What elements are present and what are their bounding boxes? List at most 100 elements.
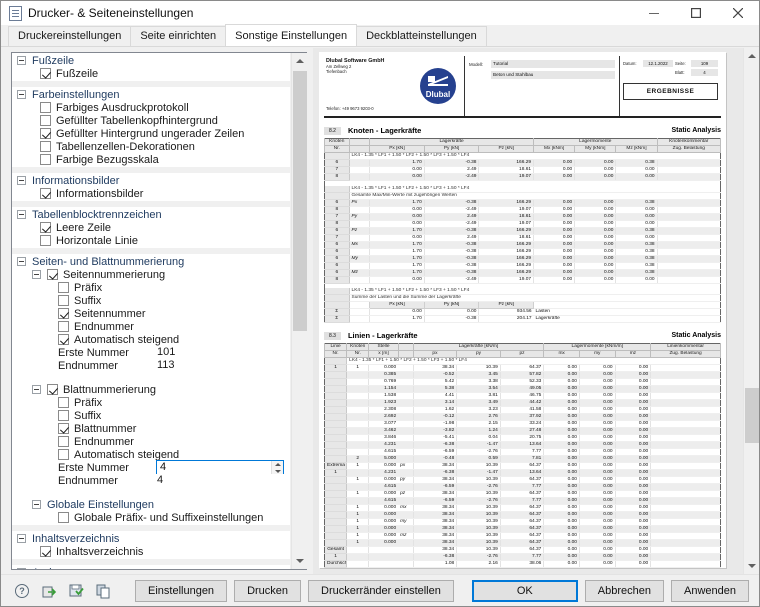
checkbox-blattnummerierung[interactable] (47, 384, 58, 395)
collapse-icon[interactable] (17, 90, 26, 99)
checkbox-farbige-bezugsskala[interactable] (40, 154, 51, 165)
checkbox-gefüllter-tabellenkopfhintergrund[interactable] (40, 115, 51, 126)
report-row (325, 568, 721, 569)
report-row: LK4 - 1.35 * LF1 + 1.50 * LF2 + 1.50 * L… (324, 152, 721, 160)
report-row: 1.538 4.41 3.81 46.75 0.00 0.00 0.00 (324, 392, 721, 400)
sheet-label: Blatt: (675, 70, 685, 75)
knoten-lagerkraefte-table: Knoten Lagerkräfte Lagermomente Knotenkomme… (324, 138, 722, 323)
spin-down-icon[interactable] (272, 467, 283, 474)
checkbox-leere-zeile[interactable] (40, 222, 51, 233)
help-icon[interactable]: ? (11, 580, 33, 602)
checkbox-seitennummer[interactable] (58, 308, 69, 319)
close-button[interactable] (717, 1, 759, 25)
tree-item-erste-nummer: Erste Nummer 4 (12, 460, 290, 475)
checkbox-automatisch-steigend[interactable] (58, 449, 69, 460)
tree-section-inhaltsverzeichnis: Inhaltsverzeichnis Inhaltsverzeichnis (12, 531, 290, 559)
tab-deckblatteinstellungen[interactable]: Deckblatteinstellungen (356, 26, 487, 46)
checkbox-automatisch-steigend[interactable] (58, 334, 69, 345)
scrollbar-thumb[interactable] (293, 71, 307, 331)
maximize-button[interactable] (675, 1, 717, 25)
save-default-icon[interactable] (65, 580, 87, 602)
checkbox-inhaltsverzeichnis[interactable] (40, 546, 51, 557)
report-row: 4.231 -6.38 -1.47 13.64 0.00 0.00 0.00 (324, 441, 721, 449)
endnummer-value[interactable]: 4 (157, 474, 164, 486)
spin-up-icon[interactable] (272, 461, 283, 468)
tree-item-label: Blattnummer (74, 422, 137, 435)
tree-item-label: Globale Präfix- und Suffixeinstellungen (74, 511, 264, 524)
tree-section-informationsbilder: Informationsbilder Informationsbilder (12, 173, 290, 201)
copy-settings-icon[interactable] (92, 580, 114, 602)
scroll-down-icon[interactable] (744, 558, 759, 574)
spin-value[interactable]: 4 (160, 461, 167, 473)
checkbox-globale-präfix-und-suffixeinstellungen[interactable] (58, 512, 69, 523)
collapse-icon[interactable] (17, 210, 26, 219)
collapse-icon[interactable] (17, 257, 26, 266)
tree-item-endnummer: Endnummer 113 (12, 359, 290, 372)
tree-item-label: Präfix (74, 396, 103, 409)
druckerraender-einstellen-button[interactable]: Druckerränder einstellen (308, 579, 454, 602)
checkbox-blattnummer[interactable] (58, 423, 69, 434)
checkbox-präfix[interactable] (58, 397, 69, 408)
checkbox-endnummer[interactable] (58, 436, 69, 447)
settings-scrollbar[interactable] (291, 53, 307, 569)
drucken-button[interactable]: Drucken (234, 579, 302, 602)
checkbox-präfix[interactable] (58, 282, 69, 293)
tree-section-farbeinstellungen: Farbeinstellungen Farbiges Ausdruckprotok… (12, 87, 290, 167)
tree-item-gefüllter-tabellenkopfhintergrund: Gefüllter Tabellenkopfhintergrund (12, 114, 290, 127)
checkbox-endnummer[interactable] (58, 321, 69, 332)
tree-header-label: Seiten- und Blattnummerierung (32, 255, 185, 268)
tree-item-tabellenzellen-dekorationen: Tabellenzellen-Dekorationen (12, 140, 290, 153)
collapse-icon[interactable] (17, 56, 26, 65)
preview-scrollbar[interactable] (743, 48, 759, 574)
report-row: 6 Px 1.70 -0.38 166.29 0.00 0.00 0.38 (324, 199, 721, 207)
collapse-icon[interactable] (17, 176, 26, 185)
checkbox-suffix[interactable] (58, 295, 69, 306)
dialog-body: Fußzeile Fußzeile Farbeinstellungen Farbige… (1, 48, 759, 574)
scroll-up-icon[interactable] (744, 48, 759, 64)
report-row: LK4 - 1.35 * LF1 + 1.50 * LF2 + 1.50 * L… (324, 357, 721, 365)
tab-sonstige-einstellungen[interactable]: Sonstige Einstellungen (225, 24, 358, 46)
erste-nummer-value[interactable]: 101 (157, 346, 176, 358)
checkbox-fußzeile[interactable] (40, 68, 51, 79)
checkbox-informationsbilder[interactable] (40, 188, 51, 199)
tree-item-präfix: Präfix (12, 281, 290, 294)
checkbox-horizontale-linie[interactable] (40, 235, 51, 246)
checkbox-gefüllter-hintergrund-ungerader-zeilen[interactable] (40, 128, 51, 139)
abbrechen-button[interactable]: Abbrechen (584, 579, 664, 602)
checkbox-suffix[interactable] (58, 410, 69, 421)
report-row: 4.615 -6.59 -2.76 7.77 0.00 0.00 0.00 (324, 483, 721, 491)
scroll-up-icon[interactable] (292, 53, 308, 69)
report-row: 3.077 -1.98 2.15 33.24 0.00 0.00 0.00 (324, 420, 721, 428)
tab-druckereinstellungen[interactable]: Druckereinstellungen (8, 26, 132, 46)
minimize-button[interactable] (633, 1, 675, 25)
report-row: Gesamte Max/Min-Werte mit zugehörigen We… (324, 192, 721, 200)
tree-header-label: Inhaltsverzeichnis (32, 532, 120, 545)
tree-header-tabellenblocktrennzeichen: Tabellenblocktrennzeichen (12, 208, 290, 221)
einstellungen-button[interactable]: Einstellungen (135, 579, 228, 602)
anwenden-button[interactable]: Anwenden (671, 579, 749, 602)
tab-seite-einrichten[interactable]: Seite einrichten (130, 26, 227, 46)
collapse-icon[interactable] (17, 568, 26, 569)
tree-item-label: Horizontale Linie (56, 234, 138, 247)
report-row: 1 0.000 my 38.34 10.39 64.37 0.00 0.00 0.00 (324, 518, 721, 526)
tree-item-label: Erste Nummer (58, 346, 129, 359)
apply-settings-icon[interactable] (38, 580, 60, 602)
erste-nummer-spinbox[interactable]: 4 (156, 460, 284, 475)
checkbox-seitennummerierung[interactable] (47, 269, 58, 280)
company-phone: Telefon: +49 9673 9203-0 (326, 106, 374, 111)
ok-button[interactable]: OK (471, 579, 578, 602)
collapse-icon[interactable] (32, 270, 41, 279)
checkbox-tabellenzellen-dekorationen[interactable] (40, 141, 51, 152)
tree-item-leere-zeile: Leere Zeile (12, 221, 290, 234)
scrollbar-thumb[interactable] (745, 388, 759, 443)
checkbox-farbiges-ausdruckprotokoll[interactable] (40, 102, 51, 113)
report-row: 8 0.00 -2.49 19.07 0.00 0.00 0.00 (324, 206, 721, 214)
endnummer-value[interactable]: 113 (157, 359, 175, 371)
collapse-icon[interactable] (32, 500, 41, 509)
tree-item-label: Endnummer (58, 359, 118, 372)
report-row: 8 0.00 -2.49 19.07 0.00 0.00 0.00 (324, 220, 721, 228)
scroll-down-icon[interactable] (292, 553, 308, 569)
tree-item-label: Informationsbilder (56, 187, 144, 200)
collapse-icon[interactable] (17, 534, 26, 543)
collapse-icon[interactable] (32, 385, 41, 394)
